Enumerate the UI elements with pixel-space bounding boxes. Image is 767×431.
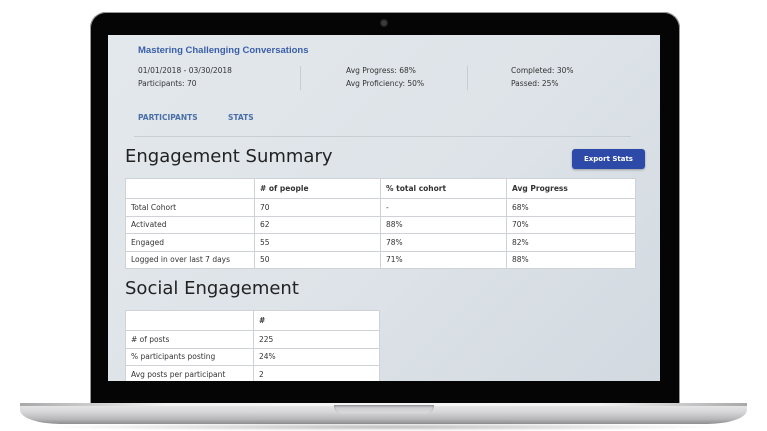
course-info-completion: Completed: 30% Passed: 25% xyxy=(511,64,574,90)
cell: 2 xyxy=(253,365,380,381)
table-row: Activated 62 88% 70% xyxy=(125,215,636,234)
cell: 78% xyxy=(380,233,507,252)
laptop-opening-notch xyxy=(334,405,434,414)
avg-proficiency: Avg Proficiency: 50% xyxy=(346,79,425,88)
row-label: Avg posts per participant xyxy=(125,365,254,381)
table-row: # of posts 225 xyxy=(125,330,380,349)
tab-stats[interactable]: STATS xyxy=(228,113,254,122)
participants-count: Participants: 70 xyxy=(138,79,197,88)
export-stats-button[interactable]: Export Stats xyxy=(572,149,645,169)
divider xyxy=(300,66,301,90)
cell: 50 xyxy=(254,250,381,269)
cell: 88% xyxy=(506,250,636,269)
row-label: Logged in over last 7 days xyxy=(125,250,255,269)
column-header: # xyxy=(253,310,380,331)
table-row: % participants posting 24% xyxy=(125,347,380,366)
row-label: Total Cohort xyxy=(125,198,255,217)
social-engagement-table: # # of posts 225 % participants posting … xyxy=(125,310,380,381)
cell: - xyxy=(380,198,507,217)
engagement-summary-table: # of people % total cohort Avg Progress … xyxy=(125,178,636,269)
laptop-base-edge xyxy=(20,403,747,406)
column-header xyxy=(125,310,254,331)
tab-divider xyxy=(134,136,631,137)
course-info-dates: 01/01/2018 - 03/30/2018 Participants: 70 xyxy=(138,64,232,90)
cell: 71% xyxy=(380,250,507,269)
camera-icon xyxy=(381,20,387,26)
laptop-base xyxy=(20,404,747,424)
completed: Completed: 30% xyxy=(511,66,574,75)
column-header: % total cohort xyxy=(380,178,507,199)
row-label: # of posts xyxy=(125,330,254,349)
course-title: Mastering Challenging Conversations xyxy=(138,45,309,56)
column-header xyxy=(125,178,255,199)
cell: 82% xyxy=(506,233,636,252)
cell: 62 xyxy=(254,215,381,234)
table-header-row: # xyxy=(125,310,380,331)
laptop-screen: Mastering Challenging Conversations 01/0… xyxy=(108,35,660,381)
table-row: Avg posts per participant 2 xyxy=(125,365,380,381)
cell: 70% xyxy=(506,215,636,234)
table-row: Engaged 55 78% 82% xyxy=(125,233,636,252)
laptop-shadow xyxy=(40,423,727,431)
table-header-row: # of people % total cohort Avg Progress xyxy=(125,178,636,199)
column-header: Avg Progress xyxy=(506,178,636,199)
cell: 70 xyxy=(254,198,381,217)
tab-participants[interactable]: PARTICIPANTS xyxy=(138,113,198,122)
cell: 225 xyxy=(253,330,380,349)
social-engagement-title: Social Engagement xyxy=(125,278,299,299)
row-label: Activated xyxy=(125,215,255,234)
row-label: % participants posting xyxy=(125,347,254,366)
course-info-progress: Avg Progress: 68% Avg Proficiency: 50% xyxy=(346,64,424,90)
engagement-summary-title: Engagement Summary xyxy=(125,146,333,167)
cell: 24% xyxy=(253,347,380,366)
divider xyxy=(467,66,468,90)
cell: 88% xyxy=(380,215,507,234)
date-range: 01/01/2018 - 03/30/2018 xyxy=(138,66,232,75)
table-row: Total Cohort 70 - 68% xyxy=(125,198,636,217)
row-label: Engaged xyxy=(125,233,255,252)
cell: 55 xyxy=(254,233,381,252)
passed: Passed: 25% xyxy=(511,79,559,88)
table-row: Logged in over last 7 days 50 71% 88% xyxy=(125,250,636,269)
avg-progress: Avg Progress: 68% xyxy=(346,66,416,75)
cell: 68% xyxy=(506,198,636,217)
column-header: # of people xyxy=(254,178,381,199)
